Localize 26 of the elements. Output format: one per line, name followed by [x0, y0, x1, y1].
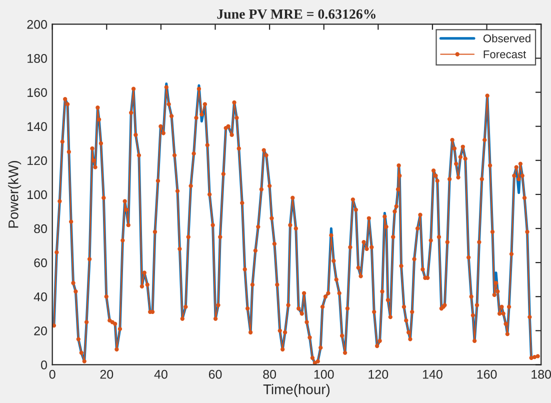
y-tick-label: 140: [28, 122, 47, 131]
y-tick-label: 180: [28, 54, 47, 63]
x-tick-label: 40: [154, 370, 168, 379]
y-tick-label: 20: [34, 326, 47, 336]
y-axis-title: Power(kW): [8, 160, 22, 228]
y-tick-label: 80: [34, 224, 47, 234]
y-tick-label: 120: [28, 156, 47, 166]
x-tick-label: 140: [423, 370, 442, 379]
y-tick-label: 100: [28, 190, 47, 200]
y-tick-label: 0: [41, 360, 47, 370]
legend-label: Forecast: [484, 50, 526, 58]
x-tick-label: 120: [368, 370, 388, 379]
x-axis-title: Time(hour): [263, 384, 330, 397]
x-tick-label: 60: [208, 370, 222, 379]
chart-title: June PV MRE = 0.63126%: [217, 9, 376, 19]
y-tick-label: 40: [34, 292, 47, 302]
y-tick-label: 200: [27, 20, 47, 29]
x-tick-label: 20: [100, 370, 114, 379]
x-tick-label: 0: [49, 370, 56, 379]
x-tick-label: 100: [314, 370, 334, 379]
y-tick-label: 160: [28, 88, 47, 97]
x-tick-label: 180: [532, 370, 551, 379]
y-tick-label: 60: [34, 258, 47, 268]
x-tick-label: 80: [263, 370, 276, 379]
legend-label: Observed: [483, 34, 530, 42]
x-tick-label: 160: [477, 370, 497, 379]
